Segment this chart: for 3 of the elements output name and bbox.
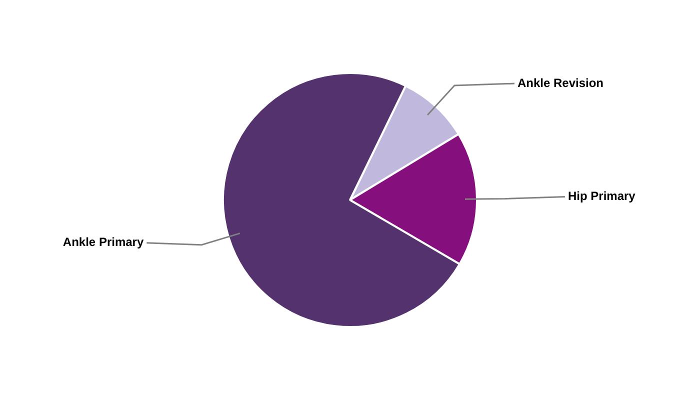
slice-label: Ankle Revision xyxy=(517,76,604,90)
slice-label: Hip Primary xyxy=(568,189,636,204)
slice-label: Ankle Primary xyxy=(62,235,144,250)
